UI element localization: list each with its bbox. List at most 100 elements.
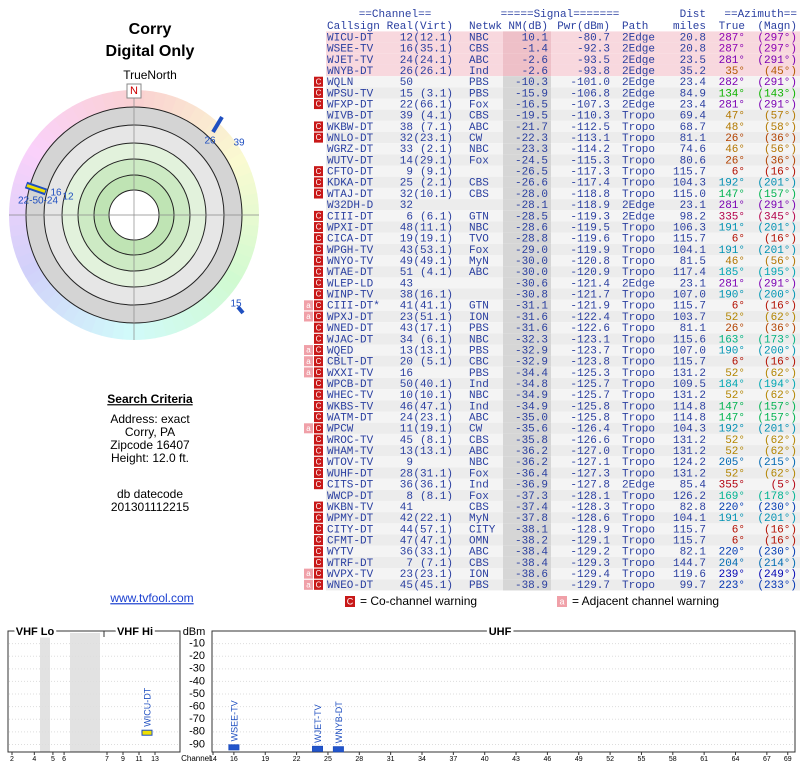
table-cell: 2Edge (622, 200, 655, 212)
callsign: WQED (327, 345, 354, 357)
table-cell: 41 (400, 502, 414, 514)
table-cell: (200°) (757, 345, 797, 357)
table-cell: 43 (400, 323, 413, 335)
row-background (326, 322, 800, 334)
table-cell: -1.4 (522, 44, 549, 56)
table-cell: 124.2 (673, 457, 706, 469)
table-cell: ABC (469, 55, 489, 67)
table-cell: Ind (469, 66, 489, 78)
table-cell: -30.8 (515, 290, 548, 302)
table-cell: -110.3 (570, 111, 610, 123)
nm-cell-shade (503, 512, 551, 524)
table-cell: (2.1) (420, 144, 453, 156)
nm-cell-shade (503, 221, 551, 233)
warning-mark: C (316, 402, 322, 411)
warning-mark: C (316, 368, 322, 377)
nm-cell-shade (503, 143, 551, 155)
table-cell: 104.3 (673, 178, 706, 190)
table-cell: 104.3 (673, 424, 706, 436)
co-channel-mark: C (347, 596, 354, 606)
table-cell: 115.7 (673, 301, 706, 313)
site-link[interactable]: www.tvfool.com (109, 591, 193, 605)
nm-cell-shade (503, 53, 551, 65)
warning-mark: C (316, 424, 322, 433)
table-cell: 163° (719, 334, 745, 346)
table-cell: 192° (719, 178, 745, 190)
warning-box (304, 311, 313, 322)
warning-mark: C (316, 446, 322, 455)
table-cell: 85.4 (680, 480, 707, 492)
table-cell: 19 (400, 234, 413, 246)
table-cell: (16°) (764, 536, 797, 548)
table-cell: (291°) (757, 200, 797, 212)
table-cell: (19.1) (413, 424, 453, 436)
table-cell: Tropo (622, 424, 655, 436)
table-cell: -119.9 (570, 245, 610, 257)
table-cell: 10.1 (522, 32, 549, 44)
row-background (326, 288, 800, 300)
table-cell: 26° (725, 155, 745, 167)
table-cell: -120.9 (570, 267, 610, 279)
row-background (326, 422, 800, 434)
table-cell: (16°) (764, 357, 797, 369)
table-cell: (11.1) (413, 222, 453, 234)
table-cell: (33.1) (413, 547, 453, 559)
warning-mark: C (316, 234, 322, 243)
warning-box (314, 456, 323, 467)
table-cell: TVO (469, 234, 489, 246)
column-header: (Virt) (413, 21, 453, 33)
table-cell: -21.7 (515, 122, 548, 134)
table-cell: Tropo (622, 189, 655, 201)
table-cell: -24.5 (515, 155, 548, 167)
table-cell: 204° (719, 558, 745, 570)
table-cell: Tropo (622, 413, 655, 425)
spectrum-chart: -10-20-30-40-50-60-70-80-90 VHF Lo VHF Hi U… (7, 623, 796, 763)
nm-cell-shade (503, 556, 551, 569)
table-cell: -112.5 (570, 122, 610, 134)
row-background (326, 243, 800, 256)
table-cell: Tropo (622, 245, 655, 257)
table-cell: (24.1) (413, 55, 453, 67)
table-cell: PBS (469, 323, 489, 335)
callsign: WTAJ-DT (327, 189, 374, 201)
table-cell: GTN (469, 211, 489, 223)
warning-box (314, 210, 323, 221)
y-tick-label: -50 (189, 688, 205, 700)
table-cell: -92.3 (577, 44, 610, 56)
table-cell: Tropo (622, 290, 655, 302)
table-cell: -93.8 (577, 66, 610, 78)
table-cell: CBS (469, 189, 489, 201)
warning-box (314, 468, 323, 479)
table-cell: -28.8 (515, 234, 548, 246)
table-cell: 6° (732, 301, 745, 313)
callsign: WKBN-TV (327, 502, 374, 514)
nm-cell-shade (503, 456, 551, 468)
table-cell: Tropo (622, 222, 655, 234)
table-cell: NBC (469, 32, 489, 44)
table-cell: (16.1) (413, 290, 453, 302)
table-cell: (35.1) (413, 44, 453, 56)
y-tick-label: -90 (189, 738, 205, 750)
x-tick-label: 61 (700, 756, 708, 763)
table-cell: 109.5 (673, 379, 706, 391)
nm-cell-shade (503, 132, 551, 144)
table-cell: -128.6 (570, 513, 610, 525)
table-cell: 52° (725, 468, 745, 480)
table-cell: -113.1 (570, 133, 610, 145)
table-cell: -129.1 (570, 536, 610, 548)
warning-box (314, 546, 323, 557)
table-cell: 43 (400, 245, 413, 257)
table-cell: 46° (725, 256, 745, 268)
table-cell: -36.4 (515, 468, 548, 480)
nm-cell-shade (503, 64, 551, 77)
table-cell: 115.6 (673, 334, 706, 346)
station-channel-label: 12 (62, 192, 74, 203)
table-cell: Tropo (622, 536, 655, 548)
table-cell: 117.4 (673, 267, 706, 279)
table-cell: ABC (469, 547, 489, 559)
table-cell: Fox (469, 155, 489, 167)
table-cell: Tropo (622, 435, 655, 447)
table-cell: -125.7 (570, 390, 610, 402)
table-cell: (200°) (757, 290, 797, 302)
